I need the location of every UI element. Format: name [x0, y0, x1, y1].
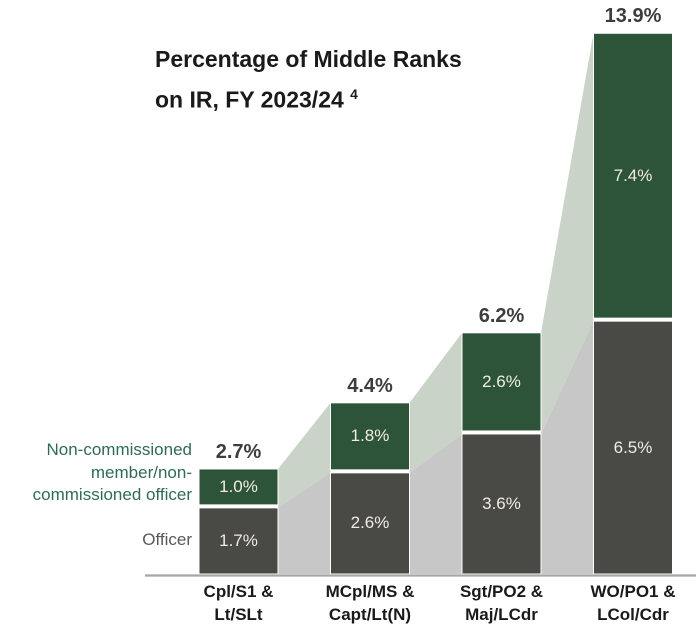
ribbon-noncommissioned-1 [409, 332, 462, 473]
value-label-officer-3: 6.5% [613, 437, 653, 457]
footnote-marker: 4 [350, 87, 358, 102]
value-label-officer-0: 1.7% [219, 530, 258, 550]
value-label-noncommissioned-3: 7.4% [613, 165, 653, 185]
total-label-3: 13.9% [604, 5, 662, 28]
tick-label-2: Sgt/PO2 & Maj/LCdr [459, 582, 544, 624]
bar-segment-noncommissioned-3 [593, 32, 673, 319]
value-label-noncommissioned-0: 1.0% [219, 476, 258, 496]
bar-segment-noncommissioned-1 [330, 402, 410, 471]
ribbon-officer-0 [278, 472, 331, 574]
chart-title: Percentage of Middle Ranks on IR, FY 202… [155, 42, 462, 118]
tick-label-1: MCpl/MS & Capt/Lt(N) [325, 582, 415, 624]
bar-segment-noncommissioned-0 [198, 468, 279, 506]
bar-segment-officer-2 [461, 433, 542, 575]
ribbon-officer-2 [541, 321, 594, 574]
tick-label-0: Cpl/S1 & Lt/SLt [203, 582, 274, 624]
total-label-0: 2.7% [215, 440, 262, 463]
total-label-2: 6.2% [478, 304, 525, 327]
chart-title-line2: on IR, FY 2023/24 4 [155, 86, 358, 113]
chart-title-line1: Percentage of Middle Ranks [155, 46, 462, 72]
ribbon-officer-1 [409, 433, 462, 574]
bar-segment-noncommissioned-2 [461, 332, 542, 432]
ribbon-noncommissioned-2 [541, 33, 594, 434]
legend-noncommissioned-label: Non-commissioned member/non- commissione… [32, 440, 192, 504]
value-label-noncommissioned-1: 1.8% [350, 426, 390, 446]
value-label-officer-2: 3.6% [482, 493, 521, 513]
total-label-1: 4.4% [347, 374, 393, 397]
bar-segment-officer-3 [593, 320, 673, 575]
bar-segment-officer-0 [198, 507, 279, 575]
legend-officer-label: Officer [142, 530, 192, 549]
value-label-noncommissioned-2: 2.6% [482, 371, 521, 391]
tick-label-3: WO/PO1 & LCol/Cdr [590, 582, 676, 624]
bar-segment-officer-1 [330, 472, 410, 575]
value-label-officer-1: 2.6% [350, 513, 390, 533]
